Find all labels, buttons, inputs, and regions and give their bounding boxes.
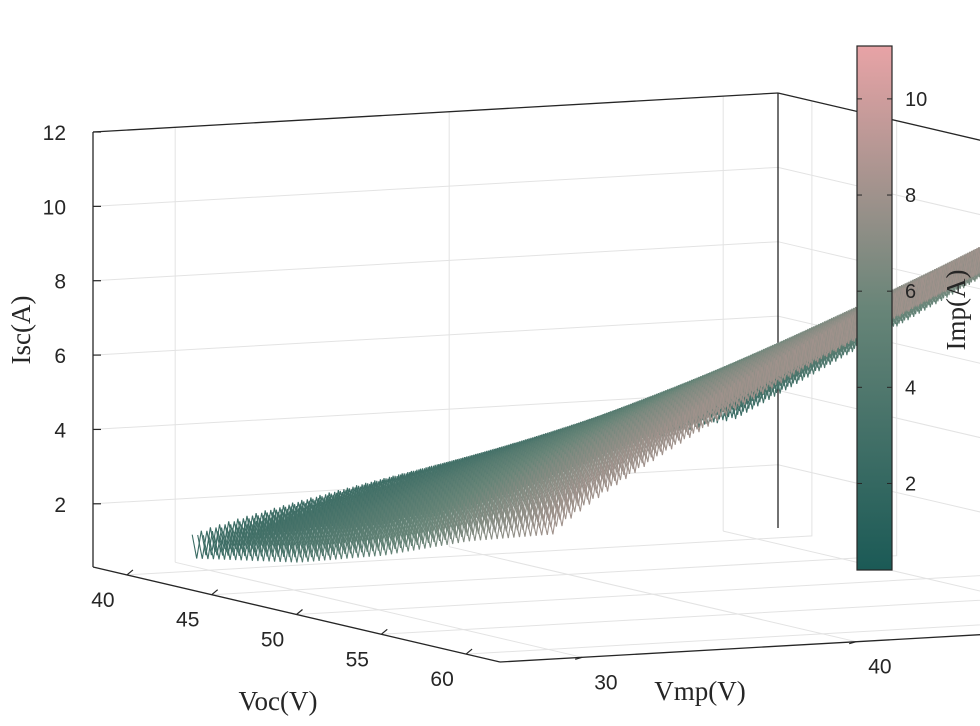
grid-line-y [449, 546, 857, 643]
x-tick-mark [380, 628, 388, 635]
x-axis-label: Voc(V) [239, 686, 318, 716]
z-tick-label: 8 [54, 271, 66, 294]
axes-box [92, 92, 980, 663]
colorbar-tick-label: 8 [905, 185, 916, 207]
colorbar-gradient [856, 45, 893, 571]
x-tick-mark [465, 648, 473, 655]
surface-line [519, 247, 980, 537]
surface-line [514, 247, 980, 538]
surface-line [542, 249, 980, 536]
y-tick-label: 40 [868, 656, 891, 679]
x-tick-label: 40 [91, 589, 114, 612]
colorbar-ticks: 2 4 6 8 10 [857, 89, 927, 495]
z-tick-label: 2 [54, 494, 66, 517]
x-tick-label: 60 [430, 668, 453, 691]
z-axis-label: Isc(A) [6, 296, 36, 365]
y-tick-label: 30 [594, 671, 617, 694]
y-tick-mark [849, 641, 857, 645]
surface-line [525, 249, 980, 537]
grid-line-x [466, 624, 980, 655]
x-tick-label: 50 [261, 629, 284, 652]
grid-line-y [175, 561, 583, 658]
y-axis-label: Vmp(V) [654, 676, 745, 706]
surface-line [531, 246, 980, 536]
grid-line-x [296, 575, 980, 615]
colorbar-tick-label: 6 [905, 281, 916, 303]
x-tick-label: 45 [176, 609, 199, 632]
grid-line-x [381, 599, 980, 635]
colorbar-label: Imp(A) [941, 270, 971, 351]
x-tick-mark [126, 569, 134, 576]
colorbar: 2 4 6 8 10 Imp(A) [856, 45, 971, 571]
axis-ticks: 404550556030405024681012 [43, 122, 892, 694]
grid-line-x [211, 120, 898, 596]
grid [92, 92, 980, 658]
x-tick-label: 55 [346, 648, 369, 671]
y-tick-mark [575, 656, 583, 660]
surface-line [547, 248, 980, 535]
colorbar-tick-label: 2 [905, 473, 916, 495]
axis-edge [92, 92, 779, 133]
colorbar-tick-label: 4 [905, 377, 916, 399]
x-tick-mark [296, 609, 303, 615]
z-tick-label: 12 [43, 122, 66, 145]
grid-line-x [126, 100, 813, 576]
surface-line [536, 248, 980, 536]
grid-line-y [723, 530, 980, 592]
z-tick-label: 4 [54, 419, 66, 442]
colorbar-tick-label: 10 [905, 89, 927, 111]
x-tick-mark [211, 589, 219, 596]
axis-edge [499, 634, 980, 663]
surface-line [508, 248, 980, 538]
surface-line [503, 247, 980, 539]
surface-mesh [191, 246, 980, 563]
z-tick-label: 10 [43, 196, 66, 219]
axis-edge [777, 92, 980, 141]
grid-line-z [92, 166, 980, 216]
z-tick-label: 6 [54, 345, 66, 368]
